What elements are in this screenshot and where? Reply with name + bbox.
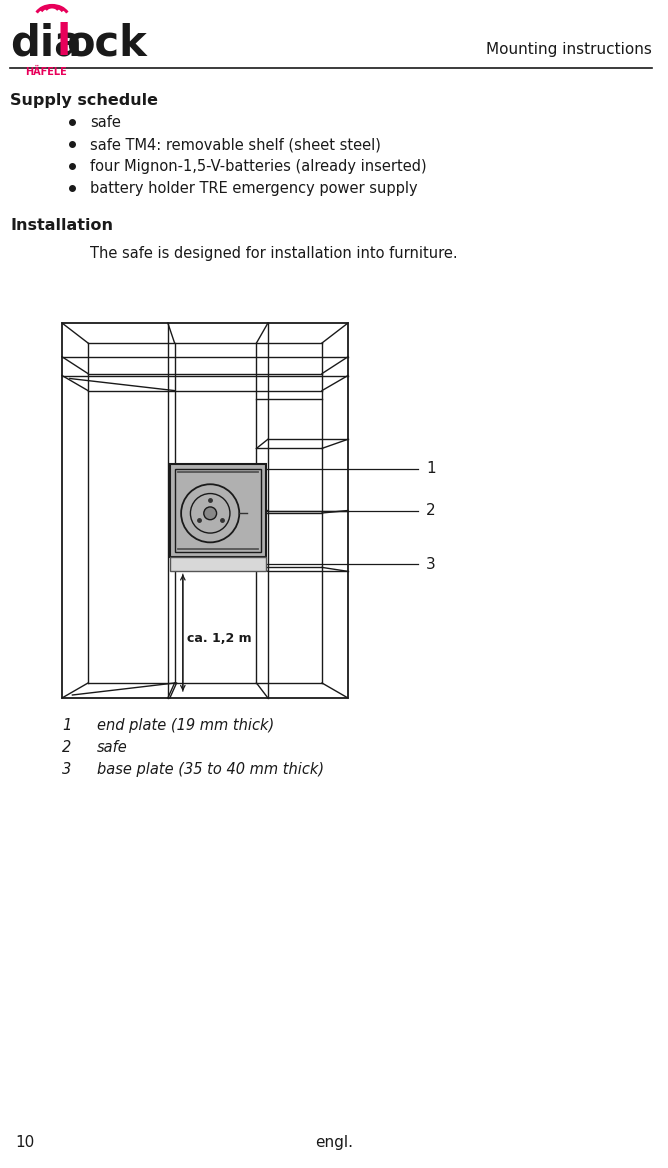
Text: Supply schedule: Supply schedule <box>10 93 158 107</box>
Bar <box>170 557 266 571</box>
Text: 2: 2 <box>62 741 71 755</box>
Text: Installation: Installation <box>10 218 113 232</box>
Bar <box>170 464 266 557</box>
Text: l: l <box>57 22 71 64</box>
Text: engl.: engl. <box>315 1135 353 1150</box>
Text: 3: 3 <box>62 762 71 777</box>
Bar <box>62 324 348 698</box>
Text: battery holder TRE emergency power supply: battery holder TRE emergency power suppl… <box>90 181 418 196</box>
Text: 2: 2 <box>426 503 436 517</box>
Text: dia: dia <box>10 22 82 64</box>
Text: safe: safe <box>97 741 128 755</box>
Text: four Mignon-1,5-V-batteries (already inserted): four Mignon-1,5-V-batteries (already ins… <box>90 159 427 174</box>
Circle shape <box>190 494 230 533</box>
Text: 1: 1 <box>62 718 71 734</box>
Text: Mounting instructions: Mounting instructions <box>486 42 652 57</box>
Text: The safe is designed for installation into furniture.: The safe is designed for installation in… <box>90 246 458 260</box>
Text: 1: 1 <box>426 461 436 477</box>
Text: base plate (35 to 40 mm thick): base plate (35 to 40 mm thick) <box>97 762 324 777</box>
Circle shape <box>181 485 239 542</box>
Circle shape <box>204 507 216 520</box>
Bar <box>175 468 261 552</box>
Text: 10: 10 <box>15 1135 34 1150</box>
Text: safe TM4: removable shelf (sheet steel): safe TM4: removable shelf (sheet steel) <box>90 137 381 152</box>
Text: ock: ock <box>66 22 147 64</box>
Text: HÄFELE: HÄFELE <box>25 67 67 77</box>
Text: 3: 3 <box>426 557 436 572</box>
Text: ca. 1,2 m: ca. 1,2 m <box>187 632 251 645</box>
Text: end plate (19 mm thick): end plate (19 mm thick) <box>97 718 275 734</box>
Text: safe: safe <box>90 114 121 130</box>
